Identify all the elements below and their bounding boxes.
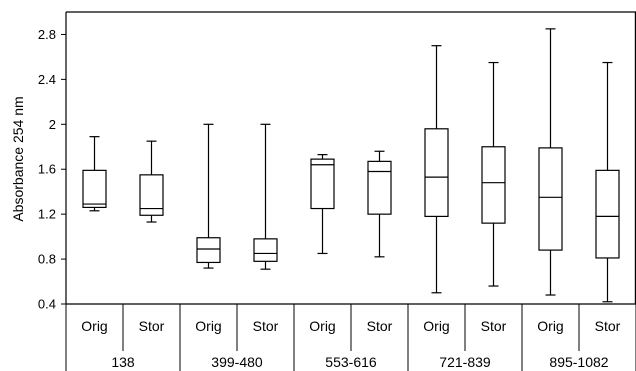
subcategory-label: Orig [309, 318, 335, 334]
group-label: 721-839 [439, 354, 491, 370]
group-label: 553-616 [325, 354, 377, 370]
y-tick-label: 1.2 [38, 207, 56, 222]
box-iqr [310, 158, 335, 210]
box-iqr [253, 238, 278, 262]
subcategory-label: Stor [595, 318, 621, 334]
subcategory-label: Orig [423, 318, 449, 334]
box-iqr [481, 146, 506, 224]
plot-area: 0.4 0.8 1.2 1.6 2 2.4 2.8 138 Orig Stor 399-480 Ori… [38, 11, 636, 371]
subcategory-label: Stor [481, 318, 507, 334]
group-label: 399-480 [211, 354, 263, 370]
group-label: 895-1082 [549, 354, 608, 370]
y-tick-label: 0.8 [38, 252, 56, 267]
y-tick-label: 2.8 [38, 27, 56, 42]
box-iqr [196, 237, 221, 264]
box-iqr [139, 174, 164, 216]
box-iqr [595, 169, 620, 259]
box-iqr [367, 160, 392, 215]
group-label: 138 [111, 354, 135, 370]
y-tick-label: 1.6 [38, 162, 56, 177]
subcategory-label: Orig [537, 318, 563, 334]
subcategory-label: Stor [253, 318, 279, 334]
box-iqr [538, 147, 563, 251]
y-tick-label: 2 [49, 117, 56, 132]
subcategory-label: Orig [81, 318, 107, 334]
box-iqr [424, 128, 449, 218]
subcategory-label: Stor [139, 318, 165, 334]
y-axis-title: Absorbance 254 nm [10, 96, 26, 221]
subcategory-label: Stor [367, 318, 393, 334]
y-tick-label: 2.4 [38, 72, 56, 87]
subcategory-label: Orig [195, 318, 221, 334]
box-iqr [82, 169, 107, 209]
y-tick-label: 0.4 [38, 297, 56, 312]
